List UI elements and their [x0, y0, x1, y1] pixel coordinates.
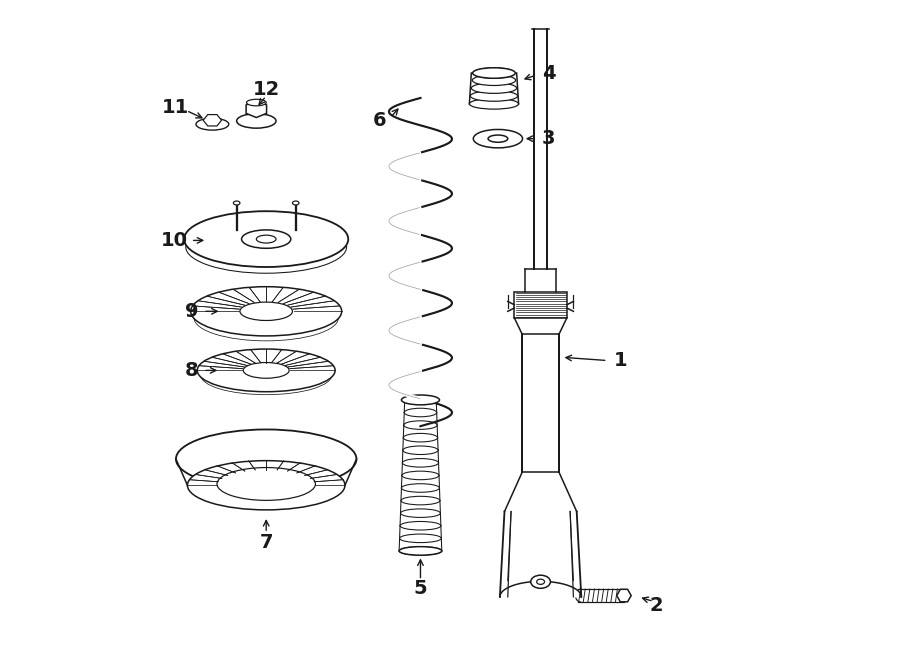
Ellipse shape — [233, 201, 240, 205]
Text: 7: 7 — [259, 533, 273, 552]
Polygon shape — [616, 589, 631, 602]
Ellipse shape — [473, 68, 515, 78]
Ellipse shape — [401, 395, 439, 405]
Ellipse shape — [240, 302, 292, 320]
Polygon shape — [203, 115, 221, 126]
Ellipse shape — [197, 349, 335, 392]
Text: 8: 8 — [185, 361, 199, 380]
Polygon shape — [522, 334, 559, 472]
Ellipse shape — [399, 547, 442, 555]
Text: 2: 2 — [650, 596, 663, 615]
Ellipse shape — [404, 421, 437, 430]
Ellipse shape — [237, 114, 276, 128]
Ellipse shape — [191, 287, 342, 336]
Text: 10: 10 — [161, 231, 188, 250]
Ellipse shape — [471, 91, 518, 101]
Ellipse shape — [201, 355, 332, 395]
Polygon shape — [246, 101, 266, 118]
Ellipse shape — [185, 220, 346, 273]
Text: 11: 11 — [162, 99, 189, 117]
Ellipse shape — [531, 575, 551, 589]
Ellipse shape — [400, 522, 441, 530]
Ellipse shape — [176, 430, 356, 489]
Text: 3: 3 — [542, 129, 555, 148]
Ellipse shape — [187, 461, 345, 510]
Ellipse shape — [536, 579, 544, 585]
Ellipse shape — [243, 363, 289, 378]
Text: 5: 5 — [414, 579, 427, 598]
Ellipse shape — [401, 484, 439, 493]
Ellipse shape — [472, 83, 517, 93]
Text: 4: 4 — [542, 64, 555, 83]
Ellipse shape — [472, 75, 516, 85]
Ellipse shape — [194, 295, 338, 341]
Ellipse shape — [470, 99, 518, 109]
Ellipse shape — [400, 509, 440, 518]
Ellipse shape — [401, 496, 440, 505]
Text: 9: 9 — [185, 302, 199, 321]
Ellipse shape — [256, 235, 276, 243]
Polygon shape — [514, 292, 567, 318]
Ellipse shape — [488, 135, 508, 142]
Ellipse shape — [403, 434, 437, 442]
Ellipse shape — [241, 230, 291, 248]
Ellipse shape — [403, 446, 438, 455]
Ellipse shape — [399, 547, 442, 555]
Ellipse shape — [196, 118, 229, 130]
Ellipse shape — [404, 408, 436, 417]
Ellipse shape — [473, 130, 523, 148]
Ellipse shape — [292, 201, 299, 205]
Text: 1: 1 — [614, 351, 627, 370]
Text: 12: 12 — [253, 80, 280, 99]
Ellipse shape — [184, 211, 348, 267]
Ellipse shape — [247, 99, 266, 106]
Ellipse shape — [472, 68, 516, 78]
Ellipse shape — [217, 467, 315, 500]
Text: 6: 6 — [373, 111, 386, 130]
Ellipse shape — [400, 534, 441, 543]
Ellipse shape — [402, 471, 439, 480]
Ellipse shape — [402, 459, 438, 467]
Polygon shape — [500, 581, 581, 597]
